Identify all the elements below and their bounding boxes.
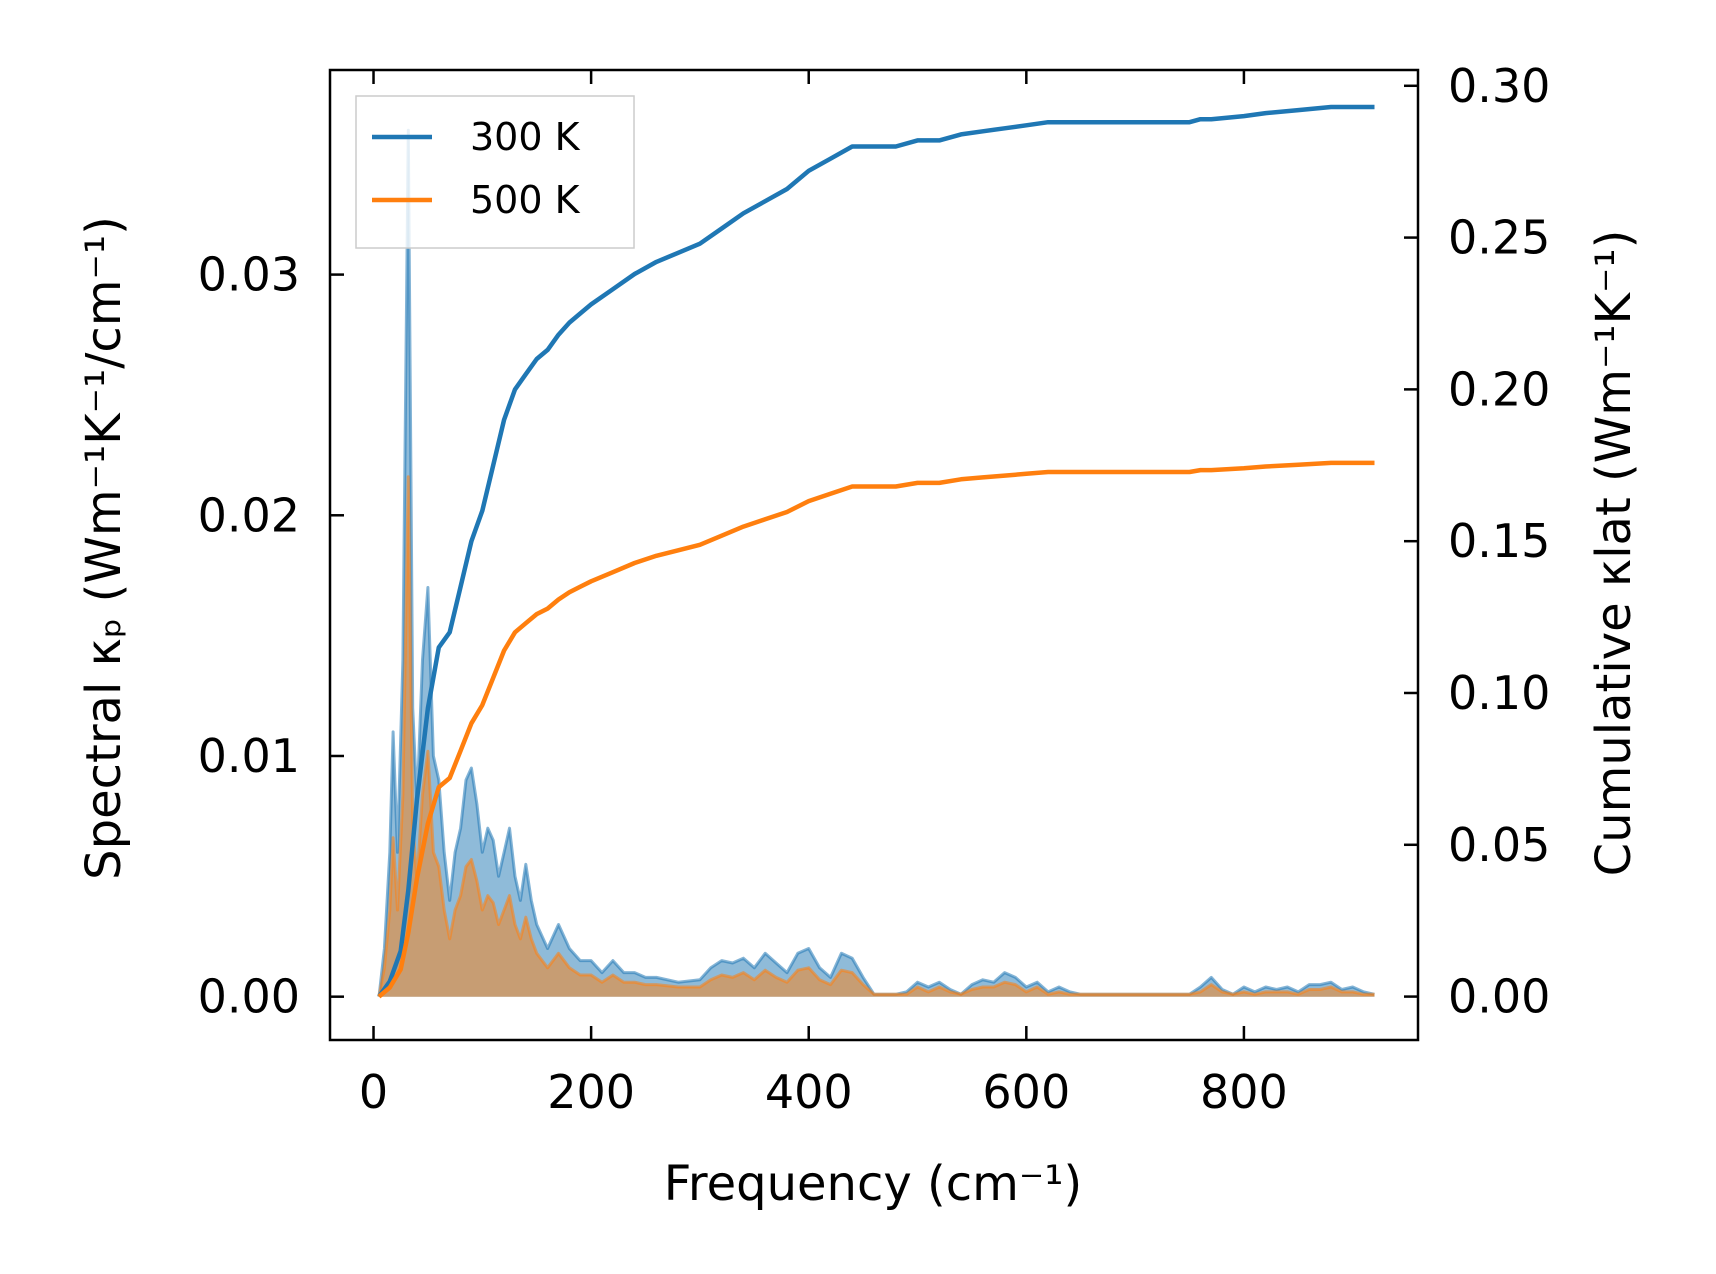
x-tick-label: 400	[765, 1065, 853, 1119]
y-tick-label-left: 0.03	[198, 248, 300, 302]
y-tick-label-left: 0.02	[198, 488, 300, 542]
cumulative-line-500k	[377, 460, 1375, 999]
y-tick-label-right: 0.10	[1448, 666, 1550, 720]
x-tick-label: 0	[359, 1065, 388, 1119]
spectral-area-500k	[379, 476, 1375, 997]
legend-frame	[355, 95, 635, 249]
ticks-layer: 0 200 400 600 800 0.00 0.01 0.02 0.03 0.00 0.05 0.1…	[198, 59, 1551, 1119]
y-tick-label-left: 0.01	[198, 729, 300, 783]
x-tick-label: 800	[1200, 1065, 1288, 1119]
y-tick-label-right: 0.05	[1448, 818, 1550, 872]
cumulative-line-300k	[377, 104, 1375, 998]
y-tick-label-right: 0.20	[1448, 362, 1550, 416]
y-axis-label-left: Spectral κₚ (Wm⁻¹K⁻¹/cm⁻¹)	[76, 216, 132, 880]
legend-label-300k: 300 K	[470, 115, 581, 159]
series-layer	[377, 104, 1375, 999]
y-tick-label-right: 0.25	[1448, 211, 1550, 265]
plot-frame	[328, 68, 1420, 1042]
spectral-edge-500k	[377, 475, 1375, 997]
legend: 300 K 500 K	[355, 95, 635, 249]
y-tick-label-right: 0.30	[1448, 59, 1550, 113]
y-tick-label-left: 0.00	[198, 970, 300, 1024]
y-axis-label-right: Cumulative κlat (Wm⁻¹K⁻¹)	[1586, 230, 1642, 877]
x-axis-label: Frequency (cm⁻¹)	[664, 1156, 1082, 1212]
y-tick-label-right: 0.15	[1448, 514, 1550, 568]
spectral-edge-300k	[377, 128, 1375, 997]
y-tick-label-right: 0.00	[1448, 970, 1550, 1024]
spectral-area-300k	[379, 130, 1375, 997]
legend-label-500k: 500 K	[470, 178, 581, 222]
x-tick-label: 200	[547, 1065, 635, 1119]
x-tick-label: 600	[982, 1065, 1070, 1119]
